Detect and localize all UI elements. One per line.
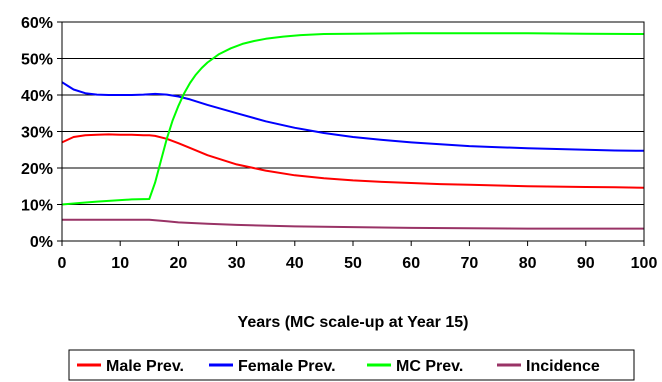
y-tick-label: 50%	[21, 52, 53, 69]
plot-area-frame	[61, 21, 645, 242]
y-tick-label: 0%	[30, 234, 53, 251]
series-line-female-prev	[61, 81, 645, 152]
y-tick-label: 40%	[21, 88, 53, 105]
x-tick-label: 90	[577, 255, 595, 272]
x-tick-label: 30	[228, 255, 246, 272]
legend: Male Prev. Female Prev. MC Prev. Incidence	[68, 349, 635, 381]
legend-label-incidence: Incidence	[526, 358, 600, 375]
x-tick-label: 10	[111, 255, 129, 272]
x-tick-label: 70	[461, 255, 479, 272]
series-line-male-prev	[61, 133, 645, 189]
y-tick-label: 60%	[21, 15, 53, 32]
series-lines	[61, 32, 645, 230]
legend-label-female-prev: Female Prev.	[238, 358, 336, 375]
x-tick-label: 0	[58, 255, 67, 272]
x-axis-title: Years (MC scale-up at Year 15)	[238, 314, 469, 331]
legend-label-male-prev: Male Prev.	[106, 358, 184, 375]
y-tick-label: 10%	[21, 198, 53, 215]
x-tick-label: 50	[344, 255, 362, 272]
series-line-mc-prev	[61, 32, 645, 206]
x-tick-label: 100	[631, 255, 658, 272]
grid-lines	[57, 21, 645, 246]
y-axis-tick-labels: 0% 10% 20% 30% 40% 50% 60%	[21, 15, 53, 251]
x-axis-tick-labels: 0 10 20 30 40 50 60 70 80 90 100	[58, 255, 658, 272]
legend-label-mc-prev: MC Prev.	[396, 358, 463, 375]
x-tick-label: 80	[519, 255, 537, 272]
y-tick-label: 20%	[21, 161, 53, 178]
x-tick-label: 20	[170, 255, 188, 272]
y-tick-label: 30%	[21, 125, 53, 142]
x-tick-label: 60	[402, 255, 420, 272]
x-tick-label: 40	[286, 255, 304, 272]
legend-box	[68, 349, 635, 381]
series-line-incidence	[62, 218, 644, 230]
